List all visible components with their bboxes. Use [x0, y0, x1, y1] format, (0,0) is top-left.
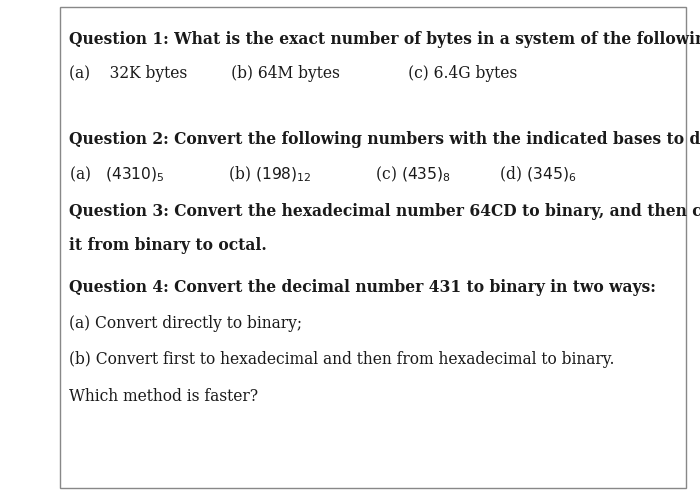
Text: Question 3: Convert the hexadecimal number 64CD to binary, and then convert: Question 3: Convert the hexadecimal numb…	[69, 203, 700, 220]
Text: Question 1: What is the exact number of bytes in a system of the followings:: Question 1: What is the exact number of …	[69, 31, 700, 48]
Text: Question 4: Convert the decimal number 431 to binary in two ways:: Question 4: Convert the decimal number 4…	[69, 278, 655, 295]
Text: Question 2: Convert the following numbers with the indicated bases to decimal:: Question 2: Convert the following number…	[69, 130, 700, 147]
Text: (a) Convert directly to binary;: (a) Convert directly to binary;	[69, 314, 302, 331]
FancyBboxPatch shape	[60, 8, 686, 488]
Text: it from binary to octal.: it from binary to octal.	[69, 237, 266, 254]
Text: (a)    32K bytes         (b) 64M bytes              (c) 6.4G bytes: (a) 32K bytes (b) 64M bytes (c) 6.4G byt…	[69, 65, 517, 82]
Text: (b) Convert first to hexadecimal and then from hexadecimal to binary.: (b) Convert first to hexadecimal and the…	[69, 351, 614, 368]
Text: Which method is faster?: Which method is faster?	[69, 387, 258, 404]
Text: (a)   $(4310)_{5}$             (b) $(198)_{12}$             (c) $(435)_{8}$     : (a) $(4310)_{5}$ (b) $(198)_{12}$ (c) $(…	[69, 164, 576, 184]
